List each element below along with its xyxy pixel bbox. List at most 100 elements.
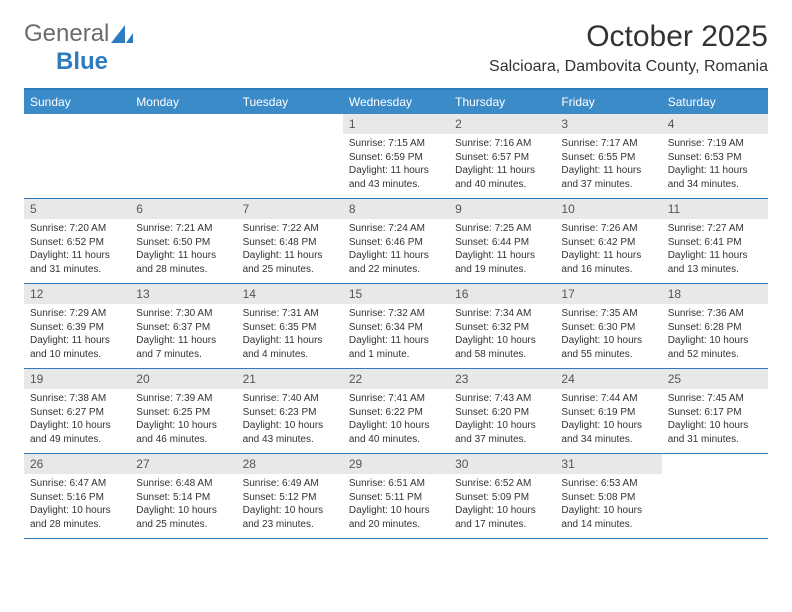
week-row: 26Sunrise: 6:47 AMSunset: 5:16 PMDayligh… <box>24 454 768 539</box>
sunrise-text: Sunrise: 7:45 AM <box>668 392 762 406</box>
sunrise-text: Sunrise: 7:34 AM <box>455 307 549 321</box>
day-number: 25 <box>662 369 768 389</box>
day-cell: 25Sunrise: 7:45 AMSunset: 6:17 PMDayligh… <box>662 369 768 453</box>
day-number: 13 <box>130 284 236 304</box>
sunrise-text: Sunrise: 7:24 AM <box>349 222 443 236</box>
daylight-text: Daylight: 10 hours and 58 minutes. <box>455 334 549 361</box>
sunrise-text: Sunrise: 7:43 AM <box>455 392 549 406</box>
sunrise-text: Sunrise: 7:36 AM <box>668 307 762 321</box>
day-details: Sunrise: 7:30 AMSunset: 6:37 PMDaylight:… <box>130 304 236 366</box>
logo-triangle-icon <box>111 25 133 43</box>
sunset-text: Sunset: 6:32 PM <box>455 321 549 335</box>
day-details: Sunrise: 7:40 AMSunset: 6:23 PMDaylight:… <box>237 389 343 451</box>
sunset-text: Sunset: 6:50 PM <box>136 236 230 250</box>
sunrise-text: Sunrise: 6:49 AM <box>243 477 337 491</box>
logo-text-general: General <box>24 20 109 48</box>
day-details: Sunrise: 6:52 AMSunset: 5:09 PMDaylight:… <box>449 474 555 536</box>
day-number: 15 <box>343 284 449 304</box>
sunset-text: Sunset: 6:59 PM <box>349 151 443 165</box>
week-row: ...1Sunrise: 7:15 AMSunset: 6:59 PMDayli… <box>24 114 768 199</box>
sunset-text: Sunset: 6:57 PM <box>455 151 549 165</box>
sunset-text: Sunset: 6:20 PM <box>455 406 549 420</box>
weekday-header-row: SundayMondayTuesdayWednesdayThursdayFrid… <box>24 90 768 114</box>
sunrise-text: Sunrise: 7:29 AM <box>30 307 124 321</box>
sunset-text: Sunset: 6:46 PM <box>349 236 443 250</box>
day-number: 26 <box>24 454 130 474</box>
day-details: Sunrise: 7:17 AMSunset: 6:55 PMDaylight:… <box>555 134 661 196</box>
sunrise-text: Sunrise: 6:51 AM <box>349 477 443 491</box>
sunrise-text: Sunrise: 7:30 AM <box>136 307 230 321</box>
day-cell: 1Sunrise: 7:15 AMSunset: 6:59 PMDaylight… <box>343 114 449 198</box>
day-details: Sunrise: 7:19 AMSunset: 6:53 PMDaylight:… <box>662 134 768 196</box>
daylight-text: Daylight: 11 hours and 7 minutes. <box>136 334 230 361</box>
sunrise-text: Sunrise: 7:40 AM <box>243 392 337 406</box>
day-cell: 7Sunrise: 7:22 AMSunset: 6:48 PMDaylight… <box>237 199 343 283</box>
day-cell: 10Sunrise: 7:26 AMSunset: 6:42 PMDayligh… <box>555 199 661 283</box>
day-number: 10 <box>555 199 661 219</box>
day-cell: 24Sunrise: 7:44 AMSunset: 6:19 PMDayligh… <box>555 369 661 453</box>
daylight-text: Daylight: 11 hours and 34 minutes. <box>668 164 762 191</box>
day-details: Sunrise: 7:25 AMSunset: 6:44 PMDaylight:… <box>449 219 555 281</box>
daylight-text: Daylight: 11 hours and 10 minutes. <box>30 334 124 361</box>
sunset-text: Sunset: 5:11 PM <box>349 491 443 505</box>
day-details: Sunrise: 7:15 AMSunset: 6:59 PMDaylight:… <box>343 134 449 196</box>
sunset-text: Sunset: 6:42 PM <box>561 236 655 250</box>
sunrise-text: Sunrise: 7:19 AM <box>668 137 762 151</box>
sunrise-text: Sunrise: 7:39 AM <box>136 392 230 406</box>
sunset-text: Sunset: 6:41 PM <box>668 236 762 250</box>
sunset-text: Sunset: 6:37 PM <box>136 321 230 335</box>
day-number: 1 <box>343 114 449 134</box>
calendar-grid: SundayMondayTuesdayWednesdayThursdayFrid… <box>24 88 768 539</box>
day-number: 23 <box>449 369 555 389</box>
daylight-text: Daylight: 10 hours and 20 minutes. <box>349 504 443 531</box>
day-details: Sunrise: 7:27 AMSunset: 6:41 PMDaylight:… <box>662 219 768 281</box>
day-number: 6 <box>130 199 236 219</box>
weekday-header: Tuesday <box>237 90 343 114</box>
weekday-header: Sunday <box>24 90 130 114</box>
sunset-text: Sunset: 5:14 PM <box>136 491 230 505</box>
day-number: 14 <box>237 284 343 304</box>
day-cell: 6Sunrise: 7:21 AMSunset: 6:50 PMDaylight… <box>130 199 236 283</box>
sunset-text: Sunset: 5:12 PM <box>243 491 337 505</box>
sunset-text: Sunset: 6:48 PM <box>243 236 337 250</box>
weekday-header: Monday <box>130 90 236 114</box>
day-cell: 30Sunrise: 6:52 AMSunset: 5:09 PMDayligh… <box>449 454 555 538</box>
sunset-text: Sunset: 6:55 PM <box>561 151 655 165</box>
sunset-text: Sunset: 6:23 PM <box>243 406 337 420</box>
daylight-text: Daylight: 11 hours and 22 minutes. <box>349 249 443 276</box>
day-cell: 11Sunrise: 7:27 AMSunset: 6:41 PMDayligh… <box>662 199 768 283</box>
day-details: Sunrise: 7:29 AMSunset: 6:39 PMDaylight:… <box>24 304 130 366</box>
day-number: 18 <box>662 284 768 304</box>
daylight-text: Daylight: 11 hours and 40 minutes. <box>455 164 549 191</box>
day-details: Sunrise: 7:24 AMSunset: 6:46 PMDaylight:… <box>343 219 449 281</box>
daylight-text: Daylight: 10 hours and 34 minutes. <box>561 419 655 446</box>
day-number: 4 <box>662 114 768 134</box>
daylight-text: Daylight: 11 hours and 16 minutes. <box>561 249 655 276</box>
day-details: Sunrise: 7:43 AMSunset: 6:20 PMDaylight:… <box>449 389 555 451</box>
sunset-text: Sunset: 6:30 PM <box>561 321 655 335</box>
day-details: Sunrise: 7:22 AMSunset: 6:48 PMDaylight:… <box>237 219 343 281</box>
day-details: Sunrise: 7:31 AMSunset: 6:35 PMDaylight:… <box>237 304 343 366</box>
day-details: Sunrise: 6:51 AMSunset: 5:11 PMDaylight:… <box>343 474 449 536</box>
sunrise-text: Sunrise: 7:35 AM <box>561 307 655 321</box>
day-cell: 5Sunrise: 7:20 AMSunset: 6:52 PMDaylight… <box>24 199 130 283</box>
day-number: 5 <box>24 199 130 219</box>
sunrise-text: Sunrise: 6:53 AM <box>561 477 655 491</box>
day-details: Sunrise: 6:49 AMSunset: 5:12 PMDaylight:… <box>237 474 343 536</box>
day-cell: 4Sunrise: 7:19 AMSunset: 6:53 PMDaylight… <box>662 114 768 198</box>
sunrise-text: Sunrise: 7:25 AM <box>455 222 549 236</box>
day-number: 28 <box>237 454 343 474</box>
day-cell: . <box>24 114 130 198</box>
week-row: 19Sunrise: 7:38 AMSunset: 6:27 PMDayligh… <box>24 369 768 454</box>
daylight-text: Daylight: 10 hours and 43 minutes. <box>243 419 337 446</box>
sunset-text: Sunset: 5:08 PM <box>561 491 655 505</box>
day-number: 24 <box>555 369 661 389</box>
daylight-text: Daylight: 10 hours and 49 minutes. <box>30 419 124 446</box>
day-details: Sunrise: 7:34 AMSunset: 6:32 PMDaylight:… <box>449 304 555 366</box>
day-details: Sunrise: 7:32 AMSunset: 6:34 PMDaylight:… <box>343 304 449 366</box>
day-cell: 15Sunrise: 7:32 AMSunset: 6:34 PMDayligh… <box>343 284 449 368</box>
daylight-text: Daylight: 10 hours and 23 minutes. <box>243 504 337 531</box>
day-details: Sunrise: 7:20 AMSunset: 6:52 PMDaylight:… <box>24 219 130 281</box>
sunrise-text: Sunrise: 6:52 AM <box>455 477 549 491</box>
daylight-text: Daylight: 10 hours and 14 minutes. <box>561 504 655 531</box>
